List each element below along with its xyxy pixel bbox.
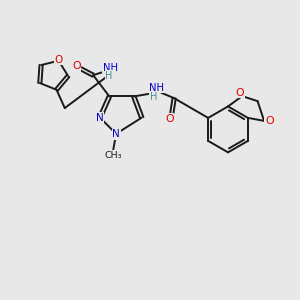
Text: O: O [165,114,174,124]
Text: N: N [112,129,120,140]
Text: NH: NH [103,63,118,73]
Text: NH: NH [149,82,164,93]
Text: H: H [150,92,157,102]
Text: N: N [96,112,104,123]
Text: O: O [72,61,81,71]
Text: O: O [236,88,244,98]
Text: O: O [55,55,63,64]
Text: CH₃: CH₃ [104,151,122,160]
Text: O: O [265,116,274,126]
Text: H: H [105,71,112,81]
